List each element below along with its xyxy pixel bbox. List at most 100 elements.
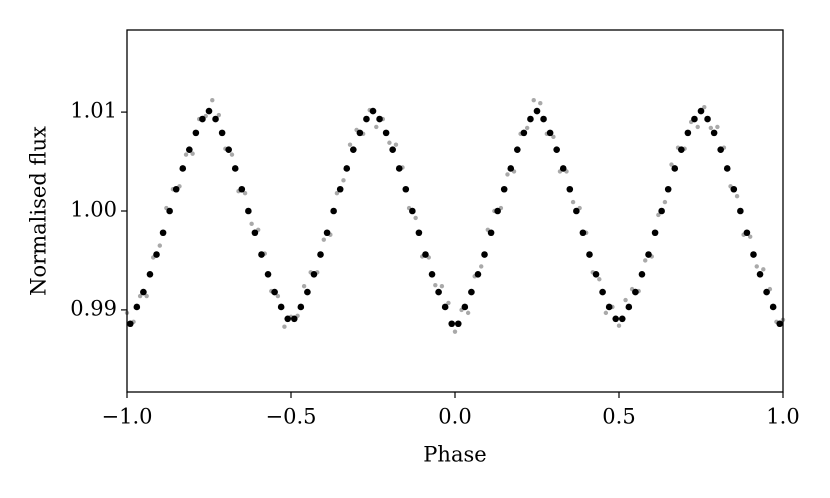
data-point — [704, 115, 711, 123]
data-point — [210, 98, 215, 103]
data-point — [702, 104, 707, 110]
data-point — [166, 207, 173, 215]
data-point — [756, 271, 764, 278]
data-point — [310, 271, 318, 278]
data-point — [393, 142, 399, 147]
data-point — [441, 303, 449, 311]
data-point — [776, 320, 784, 328]
data-point — [500, 185, 508, 193]
data-point — [540, 115, 547, 123]
data-point — [623, 297, 628, 303]
data-point — [334, 190, 340, 196]
data-point — [678, 146, 685, 153]
data-point — [144, 293, 149, 299]
data-point — [304, 288, 311, 296]
data-point — [527, 115, 534, 123]
data-point — [157, 243, 162, 248]
data-point — [715, 124, 720, 130]
data-point — [579, 229, 587, 237]
data-point — [183, 152, 189, 157]
x-tick-label: 1.0 — [766, 405, 799, 429]
y-tick-label: 1.01 — [70, 99, 117, 123]
data-point — [662, 199, 668, 205]
data-point — [570, 199, 576, 205]
y-tick-label: 1.00 — [70, 198, 117, 222]
data-point — [538, 100, 543, 106]
data-point — [363, 115, 370, 123]
data-point — [153, 251, 160, 258]
data-point — [435, 288, 442, 296]
data-point — [494, 207, 501, 215]
data-point — [671, 165, 679, 172]
data-point — [402, 185, 410, 193]
data-point — [553, 146, 560, 153]
data-point — [369, 107, 377, 115]
y-axis-label: Normalised flux — [27, 126, 51, 296]
data-point — [258, 251, 265, 258]
data-point — [242, 190, 248, 196]
data-point — [638, 271, 646, 278]
data-point — [275, 293, 281, 299]
data-point — [533, 107, 541, 115]
data-point — [684, 129, 692, 137]
data-point — [761, 267, 766, 272]
data-point — [374, 124, 379, 130]
data-point — [743, 229, 751, 237]
data-point — [216, 112, 222, 118]
data-point — [612, 315, 620, 323]
data-point — [415, 229, 423, 237]
data-point — [754, 264, 759, 269]
data-point — [651, 229, 659, 237]
data-point — [524, 125, 530, 131]
data-point — [691, 115, 698, 123]
data-point — [347, 142, 353, 147]
data-point — [179, 165, 187, 172]
data-point — [769, 303, 777, 311]
x-tick-label: 0.0 — [438, 405, 471, 429]
data-point — [446, 300, 451, 306]
data-point — [474, 271, 482, 278]
data-point — [507, 165, 515, 172]
data-point — [487, 229, 495, 237]
data-point — [284, 315, 292, 323]
data-point — [186, 146, 193, 153]
data-point — [409, 207, 416, 215]
data-point — [301, 283, 307, 289]
data-point — [251, 229, 259, 237]
data-point — [382, 129, 390, 137]
data-point — [520, 129, 528, 137]
data-point — [734, 193, 740, 199]
data-point — [395, 165, 403, 172]
data-point — [356, 129, 364, 137]
data-point — [468, 288, 475, 296]
data-point — [658, 207, 665, 215]
data-point — [481, 251, 488, 258]
data-point — [763, 288, 770, 296]
data-point — [190, 151, 195, 156]
data-point — [454, 320, 462, 328]
data-point — [336, 185, 344, 193]
data-point — [192, 129, 200, 137]
data-point — [452, 329, 458, 334]
data-point — [566, 185, 574, 193]
data-point — [586, 251, 593, 258]
data-point — [439, 283, 445, 289]
data-point — [238, 185, 246, 193]
data-point — [159, 229, 167, 237]
data-point — [341, 178, 346, 183]
data-point — [551, 134, 556, 140]
data-point — [669, 162, 674, 167]
data-point — [277, 303, 285, 311]
data-point — [708, 125, 714, 131]
data-point — [748, 234, 753, 239]
data-point — [330, 207, 337, 215]
data-point — [531, 98, 536, 103]
data-point — [433, 282, 438, 288]
data-point — [717, 146, 724, 153]
data-point — [137, 293, 143, 299]
x-axis-label: Phase — [423, 443, 486, 467]
data-point — [343, 165, 351, 172]
data-point — [559, 165, 567, 172]
